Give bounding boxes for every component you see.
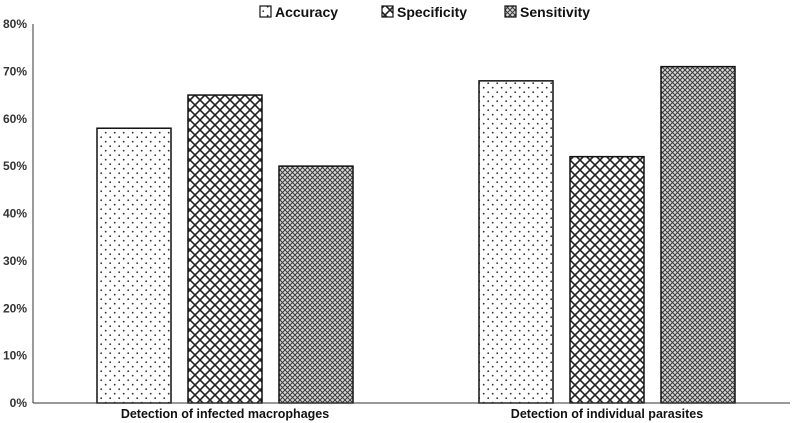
legend-item-specificity: Specificity	[381, 4, 467, 20]
y-tick-label: 70%	[3, 64, 27, 78]
legend-label: Sensitivity	[520, 4, 590, 20]
legend-label: Accuracy	[275, 4, 338, 20]
y-tick-label: 10%	[3, 349, 27, 363]
x-category-label: Detection of individual parasites	[511, 407, 703, 421]
bar-accuracy-1	[96, 127, 172, 404]
legend-swatch	[381, 5, 394, 18]
y-tick-label: 30%	[3, 254, 27, 268]
bar-sensitivity-2	[660, 65, 736, 404]
bars	[96, 65, 736, 404]
y-tick-label: 50%	[3, 159, 27, 173]
bar-specificity-1	[187, 94, 263, 404]
y-tick-label: 20%	[3, 301, 27, 315]
bar-specificity-2	[569, 155, 645, 404]
bar-accuracy-2	[478, 80, 554, 404]
legend-swatch	[504, 5, 517, 18]
x-category-label: Detection of infected macrophages	[121, 407, 329, 421]
legend-item-accuracy: Accuracy	[259, 4, 338, 20]
y-axis: 0% 10% 20% 30% 40% 50% 60% 70% 80%	[3, 17, 34, 410]
y-tick-label: 0%	[10, 396, 28, 410]
y-tick-label: 40%	[3, 207, 27, 221]
x-axis: Detection of infected macrophages Detecti…	[33, 402, 790, 421]
y-tick-label: 80%	[3, 17, 27, 31]
legend-item-sensitivity: Sensitivity	[504, 4, 590, 20]
y-tick-label: 60%	[3, 112, 27, 126]
legend-label: Specificity	[397, 4, 467, 20]
legend-swatch	[259, 5, 272, 18]
bar-sensitivity-1	[278, 165, 354, 404]
legend: Accuracy Specificity Sensitivity	[259, 4, 590, 20]
